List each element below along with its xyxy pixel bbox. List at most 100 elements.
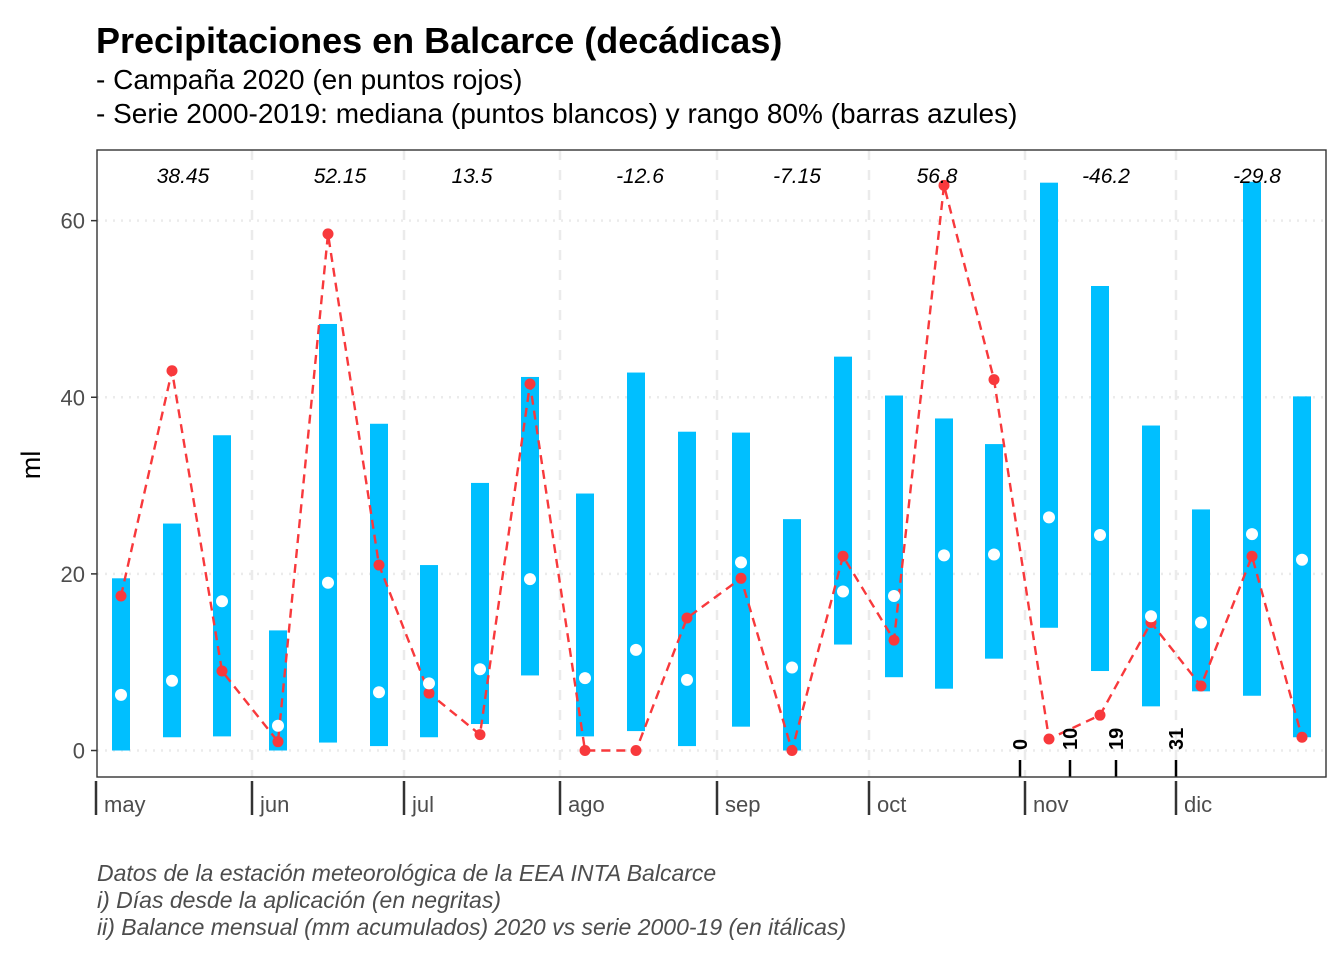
campaign-point xyxy=(1246,550,1258,562)
balance-label: -29.8 xyxy=(1233,165,1281,188)
annotations: 38.45 52.15 13.5 -12.6 -7.15 56.8 -46.2 -29.8 0 1… xyxy=(157,165,1281,777)
median-point xyxy=(1296,553,1308,566)
campaign-line xyxy=(119,185,1304,755)
median-point xyxy=(524,573,536,586)
month-label: jul xyxy=(411,792,434,817)
range-bar xyxy=(213,435,231,737)
range-bar xyxy=(1091,285,1109,672)
campaign-point xyxy=(579,745,591,757)
month-label: may xyxy=(104,792,146,817)
campaign-point xyxy=(681,612,693,624)
median-point xyxy=(1246,528,1258,541)
median-point xyxy=(786,661,798,674)
y-tick-label: 0 xyxy=(73,739,85,764)
campaign-point xyxy=(837,550,849,562)
day-label: 10 xyxy=(1060,728,1082,750)
median-point xyxy=(888,589,900,602)
campaign-point xyxy=(1094,709,1106,721)
median-points xyxy=(115,511,1308,732)
campaign-point xyxy=(630,745,642,757)
campaign-point xyxy=(166,365,178,377)
median-point xyxy=(1145,610,1157,623)
campaign-point xyxy=(1043,733,1055,745)
plot-border xyxy=(96,149,1327,778)
range-bar xyxy=(1243,181,1261,696)
range-bar xyxy=(420,565,438,738)
range-bar xyxy=(678,431,696,747)
month-label: sep xyxy=(725,792,760,817)
range-bar xyxy=(471,482,489,725)
balance-label: -46.2 xyxy=(1082,165,1130,188)
plot-panel xyxy=(97,150,1326,777)
month-label: dic xyxy=(1184,792,1212,817)
median-point xyxy=(216,595,228,608)
median-point xyxy=(735,556,747,569)
caption-source: Datos de la estación meteorológica de la… xyxy=(97,860,717,886)
range-bar xyxy=(783,519,801,751)
median-point xyxy=(837,585,849,598)
median-point xyxy=(322,576,334,589)
campaign-point xyxy=(474,729,486,741)
month-label: nov xyxy=(1033,792,1068,817)
median-point xyxy=(681,673,693,686)
y-tick-label: 60 xyxy=(61,209,85,234)
median-point xyxy=(1094,529,1106,542)
median-point xyxy=(373,686,385,699)
chart-title: Precipitaciones en Balcarce (decádicas) xyxy=(96,20,783,61)
campaign-point xyxy=(115,590,127,602)
balance-label: 56.8 xyxy=(917,165,958,188)
campaign-point xyxy=(888,634,900,646)
campaign-point xyxy=(735,572,747,584)
campaign-points xyxy=(115,179,1308,757)
day-label: 31 xyxy=(1166,728,1188,750)
median-point xyxy=(1195,616,1207,629)
range-bar xyxy=(576,493,594,737)
range-bar xyxy=(521,376,539,676)
range-bar xyxy=(627,372,645,732)
median-point xyxy=(272,719,284,732)
chart-subtitle-series: - Serie 2000-2019: mediana (puntos blanc… xyxy=(96,98,1018,129)
caption-note-balance: ii) Balance mensual (mm acumulados) 2020… xyxy=(97,914,847,940)
median-point xyxy=(938,549,950,562)
campaign-point xyxy=(988,374,1000,386)
balance-label: 52.15 xyxy=(314,165,367,188)
day-label: 19 xyxy=(1106,728,1128,750)
month-label: oct xyxy=(877,792,906,817)
month-label: jun xyxy=(259,792,289,817)
median-point xyxy=(1043,511,1055,524)
median-point xyxy=(423,677,435,690)
x-axis: may jun jul ago sep oct nov dic xyxy=(94,781,1212,817)
range-bar xyxy=(370,423,388,747)
range-bar xyxy=(269,630,287,751)
campaign-point xyxy=(373,559,385,571)
range-bar xyxy=(834,356,852,645)
caption-note-days: i) Días desde la aplicación (en negritas… xyxy=(97,887,501,913)
day-label: 0 xyxy=(1010,739,1032,750)
median-point xyxy=(115,688,127,701)
balance-label: 13.5 xyxy=(452,165,493,188)
range-bar xyxy=(1192,509,1210,692)
y-tick-label: 20 xyxy=(61,562,85,587)
campaign-point xyxy=(423,687,435,699)
balance-label: 38.45 xyxy=(157,165,210,188)
campaign-point xyxy=(1296,731,1308,743)
campaign-point xyxy=(786,745,798,757)
campaign-point xyxy=(938,179,950,191)
median-point xyxy=(630,643,642,656)
median-point xyxy=(166,674,178,687)
balance-label: -7.15 xyxy=(773,165,821,188)
campaign-point xyxy=(524,378,536,390)
y-tick-label: 40 xyxy=(61,385,85,410)
range-bar xyxy=(319,323,337,743)
balance-label: -12.6 xyxy=(616,165,664,188)
median-point xyxy=(988,548,1000,561)
campaign-line-path xyxy=(119,185,1304,755)
y-axis-label: ml xyxy=(16,451,46,480)
campaign-point xyxy=(322,228,334,240)
range-bar xyxy=(1040,182,1058,628)
grid-lines xyxy=(97,150,1326,777)
range-bar xyxy=(1142,425,1160,707)
campaign-point xyxy=(216,665,228,677)
campaign-point xyxy=(1195,680,1207,692)
